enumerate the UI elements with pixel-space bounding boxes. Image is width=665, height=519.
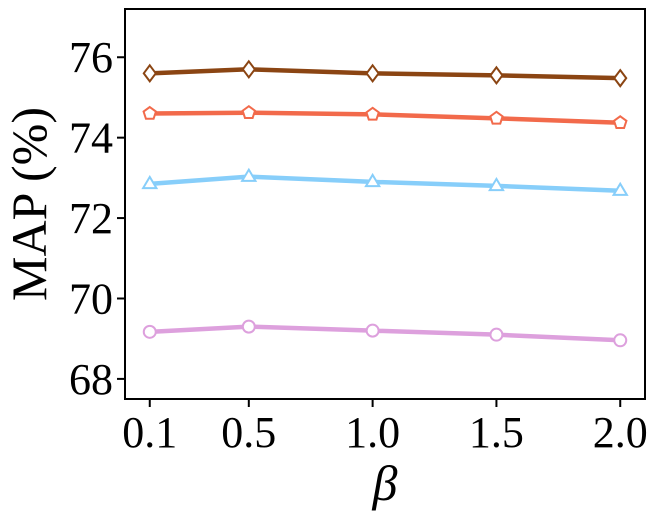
data-point-pentagon (612, 115, 628, 130)
series-layer (141, 59, 629, 348)
plot-frame (124, 8, 646, 400)
series-4 (142, 319, 628, 348)
y-tick-label: 68 (69, 355, 113, 404)
data-point-pentagon (365, 106, 380, 121)
x-axis: 0.1 0.5 1.0 1.5 2.0 (122, 399, 648, 457)
x-tick-label: 1.0 (345, 408, 400, 457)
x-tick-label: 0.1 (122, 408, 177, 457)
y-tick-label: 76 (69, 33, 113, 82)
x-tick-label: 2.0 (593, 408, 648, 457)
x-tick-label: 0.5 (221, 408, 276, 457)
data-point-diamond (365, 63, 380, 83)
series-line (147, 324, 623, 343)
data-point-circle (613, 333, 628, 348)
data-point-pentagon (241, 104, 257, 119)
series-line (147, 174, 623, 193)
data-point-triangle (240, 167, 258, 182)
y-tick-label: 72 (69, 194, 113, 243)
data-point-diamond (241, 59, 257, 79)
x-tick-label: 1.5 (469, 408, 524, 457)
data-point-diamond (142, 63, 158, 83)
data-point-pentagon (142, 105, 158, 120)
data-point-triangle (488, 176, 505, 192)
data-point-diamond (489, 65, 504, 86)
data-point-triangle (611, 181, 629, 196)
data-point-triangle (141, 174, 159, 190)
y-axis: 68 70 72 74 76 (69, 33, 125, 404)
y-tick-label: 70 (69, 274, 113, 323)
data-point-pentagon (489, 110, 504, 125)
y-axis-title: MAP (%) (1, 107, 57, 301)
data-point-diamond (612, 68, 628, 88)
x-axis-title: β (372, 455, 398, 511)
y-tick-label: 74 (69, 114, 113, 163)
data-point-circle (489, 327, 504, 342)
series-1 (142, 59, 628, 88)
series-line (147, 67, 623, 81)
series-3 (141, 167, 629, 196)
data-point-circle (241, 319, 256, 334)
data-point-circle (142, 324, 157, 339)
data-point-circle (365, 323, 380, 338)
data-point-triangle (364, 172, 382, 188)
series-line (147, 110, 623, 126)
series-2 (142, 104, 628, 130)
